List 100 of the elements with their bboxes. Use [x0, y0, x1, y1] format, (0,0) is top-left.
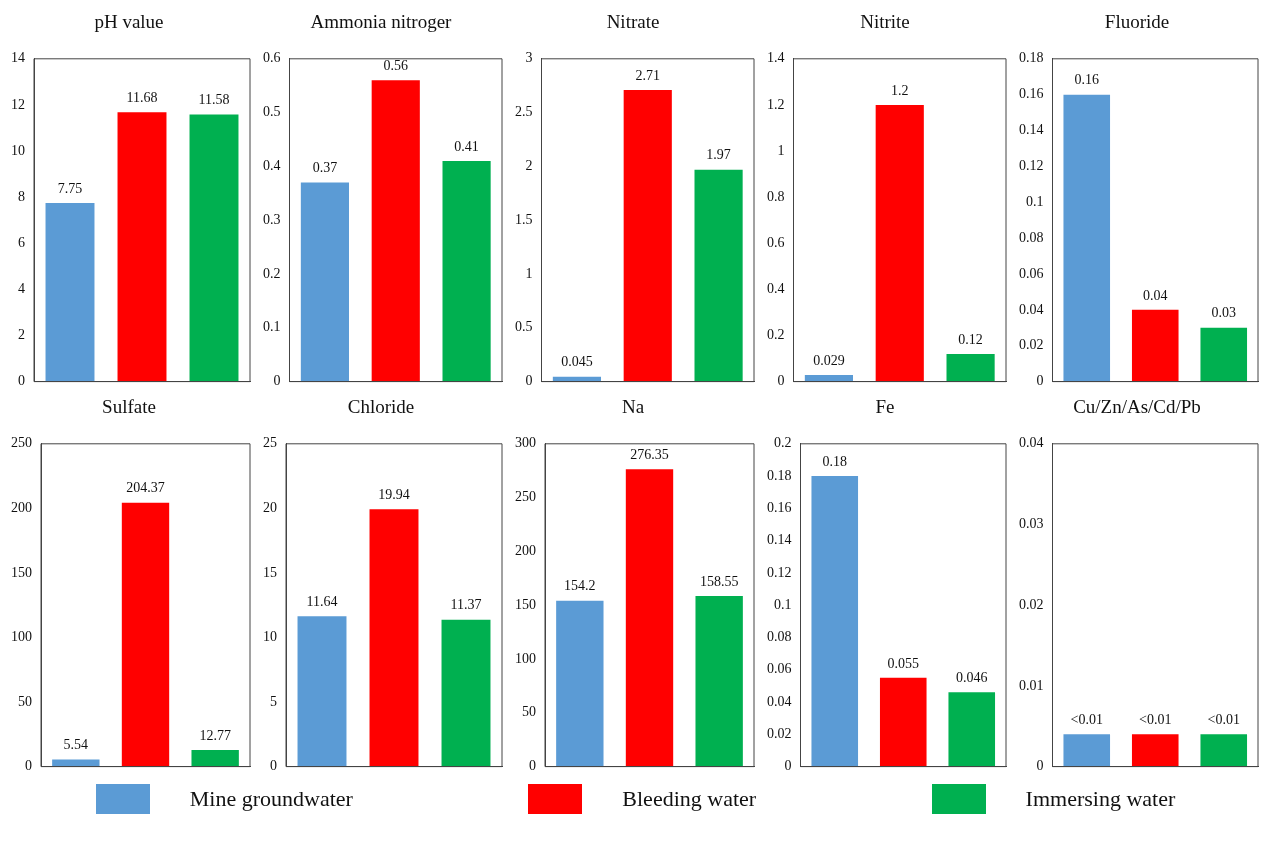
y-tick-label: 4 [18, 281, 25, 297]
legend-label: Mine groundwater [189, 786, 353, 812]
y-tick-label: 0.6 [263, 50, 281, 66]
y-tick-label: 0.16 [1019, 86, 1044, 102]
y-tick-label: 2 [18, 327, 25, 343]
chart-title: Cu/Zn/As/Cd/Pb [1073, 396, 1201, 418]
data-label: <0.01 [1139, 711, 1172, 727]
y-tick-label: 1.2 [767, 96, 785, 112]
y-tick-label: 0.02 [1019, 596, 1044, 612]
data-label: <0.01 [1070, 711, 1103, 727]
data-label: 11.64 [306, 593, 338, 609]
y-tick-label: 0.14 [1019, 122, 1044, 138]
y-tick-label: 0.01 [1019, 677, 1044, 693]
data-label: 12.77 [199, 727, 231, 743]
y-tick-label: 1.4 [767, 50, 785, 66]
y-tick-label: 0.12 [1019, 158, 1044, 174]
data-label: 1.2 [891, 82, 909, 98]
y-tick-label: 12 [11, 96, 25, 112]
y-tick-label: 0 [18, 373, 25, 389]
y-tick-label: 14 [11, 50, 25, 66]
y-tick-label: 150 [11, 564, 32, 580]
y-tick-label: 0.14 [767, 532, 792, 548]
y-tick-label: 15 [263, 564, 277, 580]
y-tick-label: 0.08 [767, 629, 792, 645]
y-tick-label: 0.04 [1019, 301, 1044, 317]
data-label: 11.58 [198, 92, 230, 108]
data-label: 0.04 [1143, 287, 1168, 303]
chart-title: Nitrate [606, 11, 660, 33]
chart-title: Sulfate [102, 396, 156, 418]
y-tick-label: 0 [1036, 758, 1044, 774]
y-tick-label: 0.5 [515, 319, 533, 335]
data-label: 158.55 [699, 573, 739, 589]
y-tick-label: 8 [18, 188, 25, 204]
y-tick-label: 200 [515, 543, 536, 559]
y-tick-label: 0.06 [767, 661, 792, 677]
data-label: 154.2 [564, 578, 596, 594]
chart-title: pH value [94, 11, 164, 33]
data-label: 5.54 [63, 737, 89, 753]
y-tick-label: 100 [515, 650, 536, 666]
chart-title: Fluoride [1104, 11, 1170, 33]
data-label: 0.12 [958, 331, 983, 347]
data-label: 276.35 [630, 446, 669, 462]
data-label: 0.16 [1074, 72, 1099, 88]
y-tick-label: 1 [777, 142, 785, 158]
y-tick-label: 300 [515, 435, 536, 451]
y-tick-label: 6 [18, 234, 25, 250]
y-tick-label: 10 [11, 142, 25, 158]
data-label: 0.046 [956, 670, 988, 686]
y-tick-label: 0.16 [767, 500, 792, 516]
y-tick-label: 0.06 [1019, 265, 1044, 281]
data-label: 19.94 [378, 486, 410, 502]
data-label: 2.71 [635, 67, 660, 83]
y-tick-label: 0.18 [767, 467, 792, 483]
y-tick-label: 3 [525, 50, 533, 66]
y-tick-label: 0.08 [1019, 229, 1044, 245]
data-label: 0.03 [1211, 305, 1236, 321]
data-label: 0.055 [887, 655, 919, 671]
y-tick-label: 0.1 [1026, 193, 1044, 209]
y-tick-label: 0.3 [263, 211, 281, 227]
chart-title: Ammonia nitroger [310, 11, 453, 33]
y-tick-label: 2.5 [515, 104, 533, 120]
y-tick-label: 1 [525, 265, 533, 281]
y-tick-label: 150 [515, 596, 536, 612]
data-label: 0.37 [312, 160, 338, 176]
data-label: 0.029 [813, 352, 845, 368]
y-tick-label: 0.1 [263, 319, 281, 335]
y-tick-label: 0 [25, 758, 32, 774]
y-tick-label: 10 [263, 629, 277, 645]
y-tick-label: 0 [784, 758, 792, 774]
y-tick-label: 25 [263, 435, 277, 451]
y-tick-label: 0.1 [774, 596, 792, 612]
data-label: 0.56 [383, 57, 408, 73]
y-tick-label: 50 [522, 704, 536, 720]
y-tick-label: 0.12 [767, 564, 792, 580]
data-label: 7.75 [57, 180, 83, 196]
y-tick-label: 0.5 [263, 104, 281, 120]
y-tick-label: 0.8 [767, 188, 785, 204]
y-tick-label: 0.18 [1019, 50, 1044, 66]
data-label: 1.97 [706, 147, 731, 163]
data-label: 0.045 [561, 354, 593, 370]
y-tick-label: 0.6 [767, 234, 785, 250]
y-tick-label: 100 [11, 629, 32, 645]
y-tick-label: 0 [529, 758, 536, 774]
y-tick-label: 0.02 [767, 725, 792, 741]
y-tick-label: 2 [525, 158, 533, 174]
y-tick-label: 0 [270, 758, 277, 774]
y-tick-label: 250 [11, 435, 32, 451]
y-tick-label: 250 [515, 489, 536, 505]
y-tick-label: 0.04 [767, 693, 792, 709]
y-tick-label: 0.4 [767, 281, 785, 297]
y-tick-label: 5 [270, 693, 277, 709]
chart-title: Chloride [347, 396, 415, 418]
data-label: <0.01 [1207, 711, 1240, 727]
y-tick-label: 0.2 [263, 265, 281, 281]
chart-title: Na [621, 396, 645, 418]
y-tick-label: 0.2 [767, 327, 785, 343]
y-tick-label: 0.2 [774, 435, 792, 451]
data-label: 11.68 [126, 89, 158, 105]
y-tick-label: 0 [525, 373, 533, 389]
y-tick-label: 0 [273, 373, 281, 389]
